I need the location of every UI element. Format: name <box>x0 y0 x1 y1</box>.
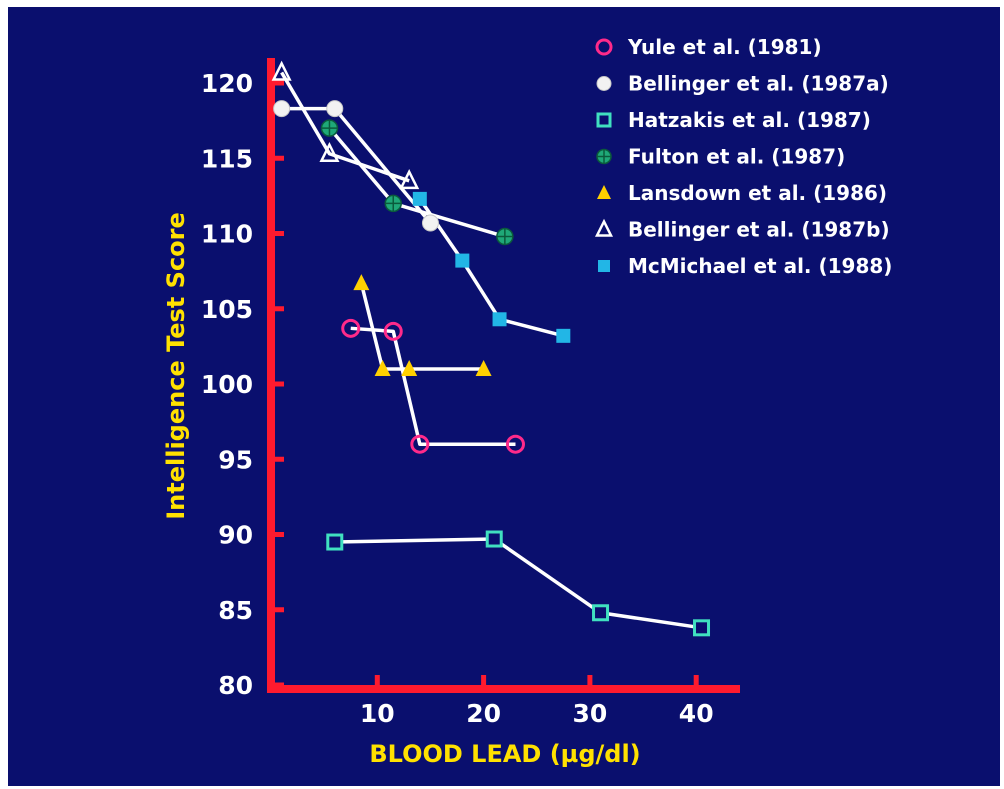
ticks: 80 85 90 95 100 105 110 115 120 10 20 30 40 <box>201 69 714 728</box>
data-point-0-0 <box>341 318 361 338</box>
axes <box>267 58 740 693</box>
x-axis-title: BLOOD LEAD (µg/dl) <box>369 740 640 768</box>
data-point-2-3 <box>693 619 711 637</box>
series-line-1 <box>281 106 432 225</box>
legend-label-3: Fulton et al. (1987) <box>628 145 845 169</box>
data-point-2-1 <box>485 530 503 548</box>
data-point-5-1 <box>319 141 340 162</box>
legend-marker-0 <box>595 38 613 56</box>
y-tick-label: 105 <box>201 295 253 324</box>
data-point-5-0 <box>271 60 292 81</box>
y-tick-label: 100 <box>201 370 253 399</box>
series-line-2 <box>334 537 702 630</box>
y-tick-label: 115 <box>201 144 253 173</box>
data-point-0-3 <box>505 434 525 454</box>
x-tick-label: 40 <box>679 699 714 728</box>
legend-marker-3 <box>596 148 612 165</box>
legend-label-0: Yule et al. (1981) <box>627 35 822 59</box>
data-point-0-1 <box>383 321 403 341</box>
data-point-6-0 <box>412 191 427 206</box>
series-line-3 <box>328 127 506 239</box>
data-point-1-2 <box>421 214 439 232</box>
legend-label-5: Bellinger et al. (1987b) <box>628 218 890 242</box>
legend: Yule et al. (1981) Bellinger et al. (1987… <box>594 35 892 278</box>
series-markers <box>271 60 711 637</box>
series-line-6 <box>418 197 564 338</box>
data-point-4-2 <box>401 359 418 376</box>
data-point-4-0 <box>353 274 370 291</box>
legend-marker-4 <box>597 185 611 199</box>
legend-marker-2 <box>596 112 612 128</box>
data-point-2-0 <box>326 533 344 551</box>
series-line-5 <box>280 71 410 183</box>
legend-label-4: Lansdown et al. (1986) <box>628 181 887 205</box>
data-point-1-1 <box>326 100 344 118</box>
data-point-0-2 <box>410 434 430 454</box>
legend-label-2: Hatzakis et al. (1987) <box>628 108 871 132</box>
legend-label-1: Bellinger et al. (1987a) <box>628 72 889 96</box>
y-tick-label: 120 <box>201 69 253 98</box>
data-point-3-1 <box>384 194 402 213</box>
y-tick-label: 80 <box>218 671 253 700</box>
data-point-6-2 <box>492 312 507 327</box>
y-tick-label: 90 <box>218 521 253 550</box>
legend-label-6: McMichael et al. (1988) <box>628 254 892 278</box>
y-tick-label: 110 <box>201 220 253 249</box>
data-point-3-0 <box>320 119 339 137</box>
data-point-3-2 <box>496 227 514 246</box>
data-point-6-3 <box>556 328 571 343</box>
y-tick-label: 95 <box>218 445 253 474</box>
legend-marker-1 <box>596 76 612 91</box>
legend-marker-5 <box>594 218 614 237</box>
x-tick-label: 20 <box>466 699 501 728</box>
y-tick-label: 85 <box>218 596 253 625</box>
data-point-6-1 <box>455 253 470 268</box>
slide-background <box>8 7 1000 786</box>
data-point-4-1 <box>374 359 391 376</box>
data-point-1-0 <box>273 100 291 118</box>
y-axis-title: Intelligence Test Score <box>162 212 190 520</box>
data-point-5-2 <box>399 169 420 190</box>
data-point-4-3 <box>475 359 492 376</box>
legend-marker-6 <box>598 260 610 272</box>
data-point-2-2 <box>592 604 610 622</box>
x-tick-label: 30 <box>573 699 608 728</box>
series-line-4 <box>359 282 484 371</box>
x-tick-label: 10 <box>360 699 395 728</box>
